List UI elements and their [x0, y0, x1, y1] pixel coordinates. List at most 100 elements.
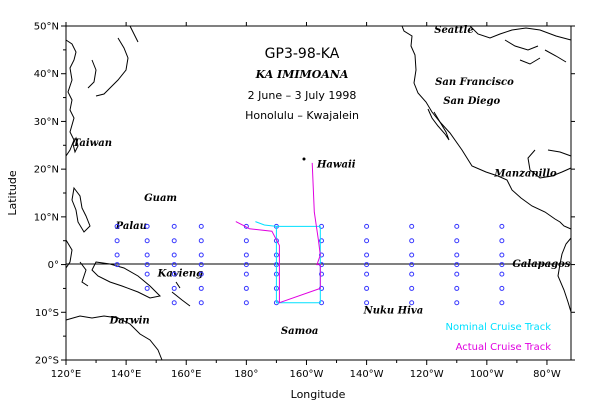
mooring-marker	[409, 252, 415, 258]
mooring-marker	[364, 285, 370, 291]
mooring-marker	[454, 262, 460, 268]
nominal-cruise-track	[275, 225, 321, 304]
coast-sulawesi	[79, 261, 89, 287]
cruise-id: GP3-98-KA	[265, 46, 340, 62]
lat-tick-label: 50°N	[34, 22, 59, 33]
legend-nominal: Nominal Cruise Track	[446, 322, 552, 333]
place-label: Kavieng	[157, 269, 203, 280]
actual-cruise-track	[235, 162, 321, 304]
place-label: Manzanillo	[493, 168, 557, 179]
lon-tick-label: 80°W	[533, 369, 561, 380]
latitude-ticks: 50°N 40°N 30°N 20°N 10°N 0° 10°S 20°S	[34, 22, 575, 367]
mooring-marker	[364, 223, 370, 229]
lon-tick-label: 140°E	[111, 369, 141, 380]
mooring-marker	[454, 223, 460, 229]
cruise-dates: 2 June – 3 July 1998	[248, 89, 357, 102]
mooring-marker	[243, 262, 249, 268]
coast-korea	[87, 59, 97, 89]
mooring-marker	[319, 252, 325, 258]
lat-tick-label: 30°N	[34, 117, 59, 128]
mooring-marker	[409, 285, 415, 291]
mooring-marker	[144, 285, 150, 291]
lat-tick-label: 10°N	[34, 212, 59, 223]
place-label: Galapagos	[512, 259, 570, 270]
coast-asia	[65, 39, 77, 157]
place-label: San Diego	[443, 96, 500, 107]
lat-tick-label: 20°N	[34, 165, 59, 176]
mooring-marker	[171, 271, 177, 277]
coast-cuba	[547, 149, 572, 157]
mooring-marker	[243, 285, 249, 291]
coast-australia	[65, 315, 163, 361]
mooring-marker	[409, 300, 415, 306]
mooring-marker	[114, 223, 120, 229]
mooring-marker	[364, 252, 370, 258]
place-label: Darwin	[109, 316, 150, 327]
place-label: Seattle	[434, 25, 473, 36]
coast-baja	[427, 108, 450, 141]
lat-tick-label: 40°N	[34, 69, 59, 80]
x-axis-title: Longitude	[291, 388, 346, 401]
mooring-marker	[499, 300, 505, 306]
mooring-marker	[454, 238, 460, 244]
coast-south-america	[557, 237, 572, 313]
coast-philippines	[71, 186, 91, 233]
place-label: San Francisco	[435, 77, 514, 88]
mooring-marker	[409, 223, 415, 229]
mooring-marker	[114, 252, 120, 258]
mooring-marker	[114, 238, 120, 244]
coastlines	[65, 25, 572, 361]
mooring-marker	[409, 271, 415, 277]
mooring-marker	[198, 271, 204, 277]
coast-japan	[95, 25, 139, 97]
ship-name: KA IMIMOANA	[255, 68, 349, 81]
mooring-marker	[144, 223, 150, 229]
mooring-marker	[198, 285, 204, 291]
lon-tick-label: 180°	[234, 369, 258, 380]
mooring-marker	[454, 271, 460, 277]
legend-actual: Actual Cruise Track	[456, 342, 552, 353]
coast-taiwan	[72, 136, 79, 154]
coast-borneo	[65, 239, 73, 269]
lon-tick-label: 120°E	[51, 369, 81, 380]
mooring-marker	[144, 238, 150, 244]
mooring-marker	[364, 238, 370, 244]
longitude-ticks: 120°E 140°E 160°E 180° 160°W 140°W 120°W 100°W 8…	[51, 22, 561, 380]
mooring-marker	[364, 271, 370, 277]
mooring-marker	[454, 285, 460, 291]
mooring-marker	[499, 262, 505, 268]
coast-canada-east	[469, 25, 572, 41]
place-labels: Seattle San Francisco San Diego Taiwan Hawai…	[73, 25, 571, 337]
coast-solomons	[171, 281, 191, 307]
mooring-marker	[364, 262, 370, 268]
place-label: Hawaii	[316, 160, 356, 171]
nominal-cruise-track-west	[255, 221, 277, 227]
mooring-marker	[409, 238, 415, 244]
mooring-marker	[171, 223, 177, 229]
mooring-marker	[171, 300, 177, 306]
place-label: Guam	[144, 193, 177, 204]
mooring-marker	[198, 300, 204, 306]
mooring-marker	[171, 285, 177, 291]
coast-new-guinea	[91, 261, 162, 299]
lat-tick-label: 20°S	[35, 356, 59, 367]
mooring-marker	[144, 271, 150, 277]
mooring-marker	[454, 252, 460, 258]
mooring-marker	[171, 238, 177, 244]
lon-tick-label: 140°W	[350, 369, 384, 380]
mooring-marker	[198, 262, 204, 268]
mooring-marker	[499, 223, 505, 229]
mooring-marker	[364, 300, 370, 306]
mooring-marker	[198, 223, 204, 229]
honolulu-start-dot	[302, 157, 306, 161]
mooring-marker	[454, 300, 460, 306]
mooring-marker	[198, 252, 204, 258]
mooring-marker	[243, 271, 249, 277]
lat-tick-label: 10°S	[35, 308, 59, 319]
lat-tick-label: 0°	[48, 260, 59, 271]
mooring-marker	[171, 252, 177, 258]
mooring-marker	[319, 238, 325, 244]
y-axis-title: Latitude	[6, 170, 19, 216]
lon-tick-label: 100°W	[470, 369, 504, 380]
place-label: Palau	[115, 221, 147, 232]
